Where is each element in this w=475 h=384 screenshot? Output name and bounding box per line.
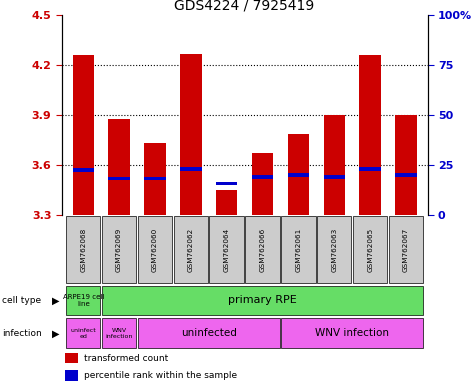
Text: GSM762064: GSM762064 [224, 227, 230, 272]
Bar [108, 177, 130, 180]
Bar [216, 182, 238, 185]
Text: GSM762060: GSM762060 [152, 227, 158, 272]
Bar [216, 190, 238, 215]
Bar [144, 144, 166, 215]
Text: ▶: ▶ [52, 328, 60, 338]
Text: ARPE19 cell
line: ARPE19 cell line [63, 294, 104, 307]
FancyBboxPatch shape [66, 286, 101, 315]
Bar [66, 370, 78, 381]
FancyBboxPatch shape [66, 216, 101, 283]
Text: transformed count: transformed count [84, 354, 168, 362]
FancyBboxPatch shape [246, 216, 280, 283]
FancyBboxPatch shape [66, 318, 101, 348]
Bar [360, 55, 381, 215]
Text: WNV infection: WNV infection [315, 328, 389, 338]
FancyBboxPatch shape [389, 216, 423, 283]
FancyBboxPatch shape [102, 286, 423, 315]
Text: GSM762061: GSM762061 [295, 227, 302, 272]
FancyBboxPatch shape [317, 216, 352, 283]
Bar [180, 54, 201, 215]
Bar [360, 167, 381, 171]
Text: uninfect
ed: uninfect ed [70, 328, 96, 339]
FancyBboxPatch shape [138, 318, 280, 348]
Text: GSM762069: GSM762069 [116, 227, 122, 272]
FancyBboxPatch shape [174, 216, 208, 283]
FancyBboxPatch shape [102, 318, 136, 348]
Text: primary RPE: primary RPE [228, 295, 297, 306]
Bar [288, 134, 309, 215]
Bar [252, 154, 273, 215]
Title: GDS4224 / 7925419: GDS4224 / 7925419 [174, 0, 315, 13]
Text: uninfected: uninfected [181, 328, 237, 338]
FancyBboxPatch shape [353, 216, 387, 283]
Text: GSM762065: GSM762065 [367, 227, 373, 272]
FancyBboxPatch shape [102, 216, 136, 283]
Bar [288, 173, 309, 177]
Bar [323, 115, 345, 215]
Bar [144, 177, 166, 180]
Text: GSM762067: GSM762067 [403, 227, 409, 272]
Bar [73, 168, 94, 172]
Bar [252, 175, 273, 179]
Text: ▶: ▶ [52, 295, 60, 305]
Text: GSM762063: GSM762063 [331, 227, 337, 272]
Bar [66, 353, 78, 363]
Text: GSM762068: GSM762068 [80, 227, 86, 272]
FancyBboxPatch shape [281, 318, 423, 348]
Bar [395, 115, 417, 215]
Text: cell type: cell type [2, 296, 41, 305]
Text: GSM762066: GSM762066 [259, 227, 266, 272]
Bar [323, 175, 345, 179]
Bar [395, 173, 417, 177]
Text: infection: infection [2, 329, 42, 338]
FancyBboxPatch shape [281, 216, 315, 283]
Bar [73, 55, 94, 215]
FancyBboxPatch shape [138, 216, 172, 283]
Bar [108, 119, 130, 215]
Text: GSM762062: GSM762062 [188, 227, 194, 272]
Text: percentile rank within the sample: percentile rank within the sample [84, 371, 237, 380]
FancyBboxPatch shape [209, 216, 244, 283]
Text: WNV
infection: WNV infection [105, 328, 133, 339]
Bar [180, 167, 201, 171]
